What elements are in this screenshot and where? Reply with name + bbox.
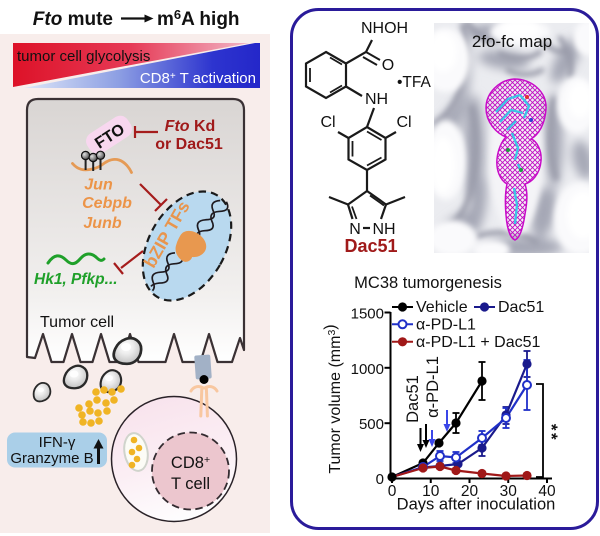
svg-text:MC38 tumorgenesis: MC38 tumorgenesis <box>354 274 502 292</box>
svg-text:α-PD-L1 + Dac51: α-PD-L1 + Dac51 <box>416 334 541 351</box>
svg-text:or Dac51: or Dac51 <box>155 136 223 153</box>
svg-text:Dac51: Dac51 <box>404 375 422 423</box>
svg-text:Granzyme B: Granzyme B <box>10 450 93 467</box>
svg-text:1500: 1500 <box>351 306 384 323</box>
svg-text:CD8+ T activation: CD8+ T activation <box>140 70 256 87</box>
svg-text:0: 0 <box>388 483 397 500</box>
svg-text:Cebpb: Cebpb <box>82 195 132 212</box>
svg-text:O: O <box>382 57 394 74</box>
svg-text:tumor cell glycolysis: tumor cell glycolysis <box>17 48 150 65</box>
svg-text:Days after inoculation: Days after inoculation <box>397 496 556 514</box>
svg-text:α-PD-L1: α-PD-L1 <box>416 316 476 333</box>
svg-text:T cell: T cell <box>171 475 210 493</box>
svg-text:**: ** <box>542 424 561 442</box>
svg-text:Junb: Junb <box>83 215 121 232</box>
svg-text:m6A high: m6A high <box>157 7 240 30</box>
svg-text:α-PD-L1: α-PD-L1 <box>424 356 442 418</box>
svg-text:1000: 1000 <box>351 361 384 378</box>
svg-text:IFN-γ: IFN-γ <box>39 434 76 451</box>
svg-text:Hk1, Pfkp...: Hk1, Pfkp... <box>34 271 118 288</box>
svg-text:Cl: Cl <box>320 114 335 131</box>
svg-text:Fto mute: Fto mute <box>33 9 113 30</box>
svg-text:Tumor cell: Tumor cell <box>40 314 114 331</box>
svg-text:Dac51: Dac51 <box>344 236 397 256</box>
svg-text:10: 10 <box>422 483 440 500</box>
svg-text:30: 30 <box>500 483 518 500</box>
svg-text:N: N <box>349 221 361 238</box>
svg-text:Jun: Jun <box>84 177 113 194</box>
svg-text:Fto Kd: Fto Kd <box>165 118 216 135</box>
svg-text:NHOH: NHOH <box>361 20 408 37</box>
svg-text:500: 500 <box>359 416 384 433</box>
svg-text:CD8+: CD8+ <box>171 454 210 472</box>
svg-text:0: 0 <box>376 471 384 488</box>
svg-text:NH: NH <box>372 221 395 238</box>
svg-text:Dac51: Dac51 <box>498 299 544 316</box>
svg-text:Tumor volume (mm3): Tumor volume (mm3) <box>322 324 344 473</box>
svg-text:NH: NH <box>365 91 388 108</box>
svg-text:•TFA: •TFA <box>397 74 432 91</box>
svg-text:2fo-fc map: 2fo-fc map <box>472 32 552 51</box>
svg-text:Cl: Cl <box>396 114 411 131</box>
svg-text:Vehicle: Vehicle <box>416 299 468 316</box>
svg-text:20: 20 <box>461 483 479 500</box>
svg-text:40: 40 <box>538 483 556 500</box>
